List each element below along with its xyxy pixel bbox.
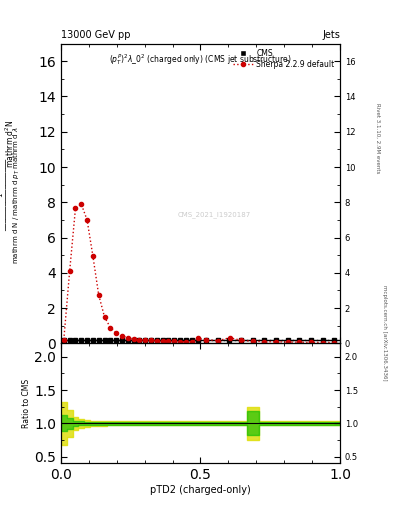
- Text: 1
─────────────────
mathrm d N / mathrm d $p_T$ mathrm d $\lambda$: 1 ───────────────── mathrm d N / mathrm …: [0, 125, 22, 264]
- Text: mcplots.cern.ch [arXiv:1306.3436]: mcplots.cern.ch [arXiv:1306.3436]: [382, 285, 387, 380]
- Legend: CMS, Sherpa 2.2.9 default: CMS, Sherpa 2.2.9 default: [232, 47, 336, 71]
- Text: CMS_2021_I1920187: CMS_2021_I1920187: [178, 211, 251, 218]
- Text: Jets: Jets: [322, 30, 340, 40]
- Text: $(p_T^P)^2\lambda\_0^2$ (charged only) (CMS jet substructure): $(p_T^P)^2\lambda\_0^2$ (charged only) (…: [109, 53, 292, 68]
- X-axis label: pTD2 (charged-only): pTD2 (charged-only): [150, 485, 251, 495]
- Text: Rivet 3.1.10, 2.9M events: Rivet 3.1.10, 2.9M events: [375, 103, 380, 174]
- Y-axis label: mathrm d$^2$N
──────────────
mathrm d $p_T$ mathrm d lambda: mathrm d$^2$N ────────────── mathrm d $p…: [0, 511, 1, 512]
- Text: 13000 GeV pp: 13000 GeV pp: [61, 30, 130, 40]
- Y-axis label: Ratio to CMS: Ratio to CMS: [22, 379, 31, 428]
- Text: mathrm d$^2$N: mathrm d$^2$N: [4, 119, 17, 167]
